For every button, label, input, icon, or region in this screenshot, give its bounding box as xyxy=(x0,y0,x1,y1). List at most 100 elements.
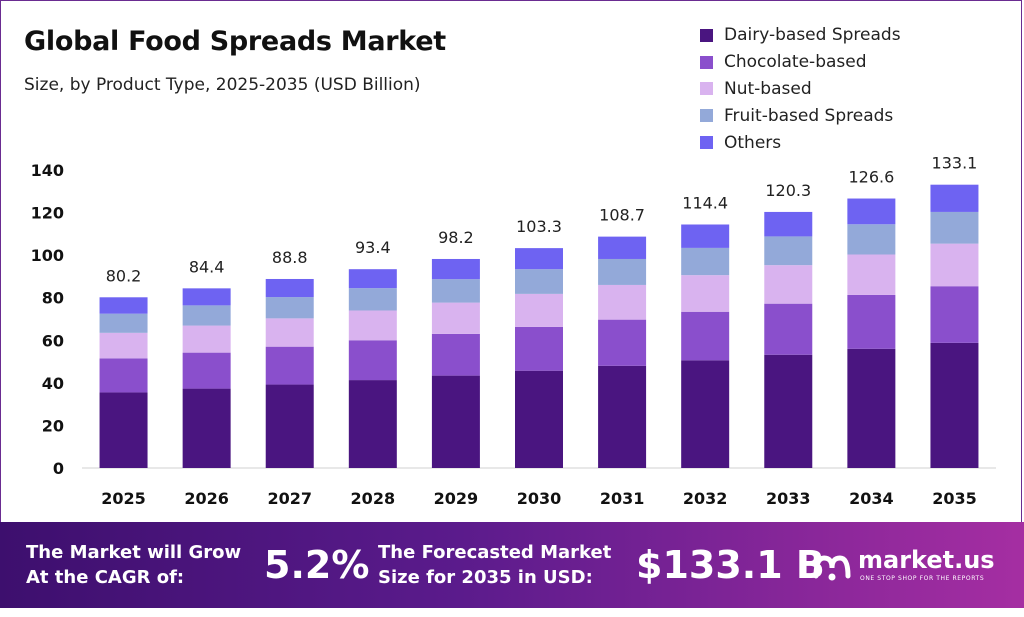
legend-item-nut: Nut-based xyxy=(700,76,901,103)
bar-segment xyxy=(847,198,896,225)
bar-segment xyxy=(182,325,231,353)
bar-segment xyxy=(598,258,647,285)
bar-segment xyxy=(99,332,148,359)
bar-segment xyxy=(764,303,813,355)
bar-segment xyxy=(847,294,896,349)
bar-segment xyxy=(515,370,563,468)
cagr-value: 5.2% xyxy=(264,543,370,587)
bar-segment xyxy=(348,380,397,468)
forecast-label-line2: Size for 2035 in USD: xyxy=(378,567,593,588)
chart-subtitle: Size, by Product Type, 2025-2035 (USD Bi… xyxy=(24,75,421,95)
stacked-bar-chart: 0 20 40 60 80 100 120 140 80.2 2025 84.4 2026 88.8 20… xyxy=(31,154,996,508)
bar-segment xyxy=(930,211,979,244)
bar-segment xyxy=(431,333,480,376)
cagr-label-line2: At the CAGR of: xyxy=(26,567,185,588)
bar-total-label: 80.2 xyxy=(106,266,142,285)
legend-item-chocolate: Chocolate-based xyxy=(700,49,901,76)
bar-segment xyxy=(847,224,896,255)
bar-total-label: 98.2 xyxy=(438,228,474,247)
bar-segment xyxy=(681,224,730,248)
legend-swatch-dairy xyxy=(700,28,713,42)
x-tick-label: 2032 xyxy=(683,489,728,508)
legend-swatch-fruit xyxy=(700,109,713,123)
x-tick-label: 2027 xyxy=(267,489,312,508)
legend-label-dairy: Dairy-based Spreads xyxy=(724,25,901,46)
bar-segment xyxy=(847,348,896,468)
market-us-logo-icon xyxy=(813,555,851,581)
legend-swatch-nut xyxy=(700,82,713,96)
bar-segment xyxy=(764,265,813,304)
legend-item-others: Others xyxy=(700,129,901,156)
bar-total-label: 126.6 xyxy=(848,168,894,187)
bar-segment xyxy=(265,297,314,319)
bar-segment xyxy=(431,302,480,334)
bar-total-label: 103.3 xyxy=(516,217,562,236)
bar-segment xyxy=(515,248,563,270)
bar-total-label: 108.7 xyxy=(599,206,645,225)
legend-label-chocolate: Chocolate-based xyxy=(724,52,867,73)
legend-swatch-others xyxy=(700,136,713,150)
bar-segment xyxy=(182,305,231,326)
y-tick-label: 0 xyxy=(53,459,64,478)
bar-segment xyxy=(431,279,480,303)
x-tick-label: 2034 xyxy=(849,489,894,508)
footer-bottom-strip xyxy=(0,608,1024,617)
forecast-value: $133.1 B xyxy=(636,543,825,587)
bar-segment xyxy=(265,346,314,385)
x-tick-label: 2028 xyxy=(351,489,396,508)
bar-segment xyxy=(764,354,813,468)
forecast-label-line1: The Forecasted Market xyxy=(378,542,612,563)
bar-segment xyxy=(348,310,397,341)
bar-segment xyxy=(99,313,148,333)
y-tick-label: 20 xyxy=(42,416,64,435)
bar-segment xyxy=(598,365,647,468)
bar-total-label: 84.4 xyxy=(189,257,225,276)
bar-segment xyxy=(930,243,979,287)
bar-total-label: 93.4 xyxy=(355,238,391,257)
bar-segment xyxy=(348,340,397,381)
bar-segment xyxy=(681,247,730,276)
bar-segment xyxy=(431,375,480,468)
bar-segment xyxy=(681,311,730,361)
bar-segment xyxy=(348,269,397,289)
bar-segment xyxy=(515,326,563,371)
x-tick-label: 2026 xyxy=(184,489,229,508)
bar-segment xyxy=(99,358,148,393)
x-tick-label: 2029 xyxy=(434,489,479,508)
bar-segment xyxy=(182,352,231,389)
bar-segment xyxy=(930,184,979,212)
bar-segment xyxy=(182,288,231,306)
bar-segment xyxy=(764,211,813,237)
bar-total-label: 114.4 xyxy=(682,193,728,212)
bar-segment xyxy=(598,284,647,320)
legend-swatch-chocolate xyxy=(700,55,713,69)
bar-segment xyxy=(265,318,314,347)
x-tick-label: 2035 xyxy=(932,489,977,508)
chart-title: Global Food Spreads Market xyxy=(24,26,446,57)
bar-total-label: 120.3 xyxy=(765,181,811,200)
bar-segment xyxy=(265,278,314,298)
y-tick-label: 120 xyxy=(31,204,64,223)
bar-total-label: 88.8 xyxy=(272,248,308,267)
bar-segment xyxy=(764,236,813,266)
bar-segment xyxy=(99,392,148,468)
bar-segment xyxy=(930,286,979,343)
bar-segment xyxy=(681,360,730,468)
x-tick-label: 2025 xyxy=(101,489,146,508)
bar-total-label: 133.1 xyxy=(932,154,978,173)
y-tick-label: 140 xyxy=(31,161,64,180)
bar-segment xyxy=(99,297,148,314)
bar-segment xyxy=(348,288,397,311)
bar-segment xyxy=(930,342,979,468)
cagr-label-line1: The Market will Grow xyxy=(26,542,242,563)
bar-segment xyxy=(265,384,314,468)
bar-segment xyxy=(681,275,730,312)
legend-label-fruit: Fruit-based Spreads xyxy=(724,105,894,126)
bar-segment xyxy=(598,236,647,259)
bar-segment xyxy=(598,319,647,366)
y-tick-label: 40 xyxy=(42,374,64,393)
footer-banner xyxy=(0,522,1024,608)
x-tick-label: 2031 xyxy=(600,489,645,508)
y-tick-label: 80 xyxy=(42,289,64,308)
legend: Dairy-based Spreads Chocolate-based Nut-… xyxy=(700,22,901,156)
